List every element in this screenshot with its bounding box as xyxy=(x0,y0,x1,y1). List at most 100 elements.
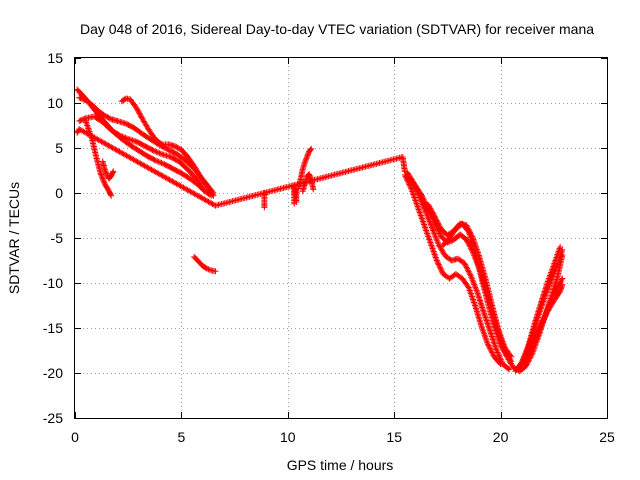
data-point xyxy=(535,327,542,334)
data-point xyxy=(557,278,564,285)
series-layer xyxy=(74,86,566,375)
data-point xyxy=(493,346,500,353)
data-point xyxy=(433,236,440,243)
data-point xyxy=(101,166,108,173)
data-point xyxy=(416,208,423,214)
data-point xyxy=(419,217,426,223)
data-point xyxy=(430,212,437,219)
data-point xyxy=(401,168,408,175)
data-point xyxy=(153,148,160,155)
data-point xyxy=(435,220,442,227)
series-arc-5d xyxy=(425,201,515,360)
y-tick-label: -25 xyxy=(43,410,63,426)
data-point xyxy=(497,342,504,349)
data-point xyxy=(123,135,130,142)
data-point xyxy=(538,320,545,326)
data-point xyxy=(495,352,502,359)
data-point xyxy=(301,159,308,166)
data-point xyxy=(149,147,156,154)
data-point xyxy=(468,275,475,282)
data-point xyxy=(431,213,438,220)
data-point xyxy=(415,206,422,213)
data-point xyxy=(174,144,181,151)
x-tick-label: 25 xyxy=(599,429,615,445)
data-point xyxy=(431,250,438,256)
data-point xyxy=(175,145,182,152)
data-point xyxy=(497,355,504,362)
data-point xyxy=(428,223,435,230)
data-point xyxy=(427,221,434,228)
data-point xyxy=(543,289,550,296)
data-point xyxy=(416,209,423,216)
data-point xyxy=(420,220,427,226)
data-point xyxy=(302,156,309,163)
data-point xyxy=(417,212,424,219)
data-point xyxy=(532,332,539,339)
data-point xyxy=(521,361,528,367)
data-point xyxy=(552,267,559,274)
data-point xyxy=(418,192,425,199)
data-point xyxy=(465,268,472,275)
data-point xyxy=(427,205,434,212)
data-point xyxy=(540,317,547,324)
data-point xyxy=(422,226,429,232)
data-point xyxy=(102,167,109,174)
data-point xyxy=(486,345,493,352)
data-point xyxy=(471,281,478,288)
data-point xyxy=(482,335,489,342)
data-point xyxy=(172,143,179,150)
data-point xyxy=(138,114,145,121)
data-point xyxy=(115,131,122,138)
data-point xyxy=(427,241,434,247)
data-point xyxy=(420,195,427,202)
data-point xyxy=(486,344,493,350)
data-point xyxy=(150,147,157,154)
data-point xyxy=(432,234,439,241)
data-point xyxy=(425,203,432,209)
data-point xyxy=(464,227,471,234)
data-point xyxy=(463,236,470,243)
data-point xyxy=(464,239,471,246)
data-point xyxy=(261,204,268,211)
data-point xyxy=(525,348,532,355)
data-point xyxy=(484,341,491,348)
data-point xyxy=(485,342,492,349)
data-point xyxy=(152,148,159,155)
data-point xyxy=(549,273,556,280)
data-point xyxy=(546,280,553,287)
data-point xyxy=(545,283,552,290)
data-point xyxy=(430,248,437,255)
data-point xyxy=(434,219,441,225)
data-point xyxy=(406,181,413,188)
data-point xyxy=(431,231,438,238)
data-point xyxy=(549,274,556,281)
data-point xyxy=(523,356,530,363)
data-point xyxy=(135,108,142,114)
data-point xyxy=(558,276,565,283)
data-point xyxy=(521,359,528,366)
data-point xyxy=(542,313,549,319)
data-point xyxy=(553,263,560,270)
data-point xyxy=(304,152,311,159)
data-point xyxy=(544,286,551,293)
data-point xyxy=(489,349,496,356)
data-point xyxy=(436,230,443,237)
data-point xyxy=(554,261,561,268)
chart-title: Day 048 of 2016, Sidereal Day-to-day VTE… xyxy=(80,21,594,37)
data-point xyxy=(435,221,442,228)
data-point xyxy=(104,114,111,121)
data-point xyxy=(428,244,435,250)
data-point xyxy=(489,351,496,357)
data-point xyxy=(428,206,435,213)
data-point xyxy=(467,290,474,297)
data-point xyxy=(552,266,559,273)
data-point xyxy=(470,280,477,287)
data-point xyxy=(462,261,469,268)
data-point xyxy=(471,283,478,290)
series-arc-1a xyxy=(74,86,215,199)
data-point xyxy=(527,344,534,351)
data-point xyxy=(426,204,433,211)
data-point xyxy=(495,350,502,357)
data-point xyxy=(434,239,441,246)
data-point xyxy=(534,330,541,337)
